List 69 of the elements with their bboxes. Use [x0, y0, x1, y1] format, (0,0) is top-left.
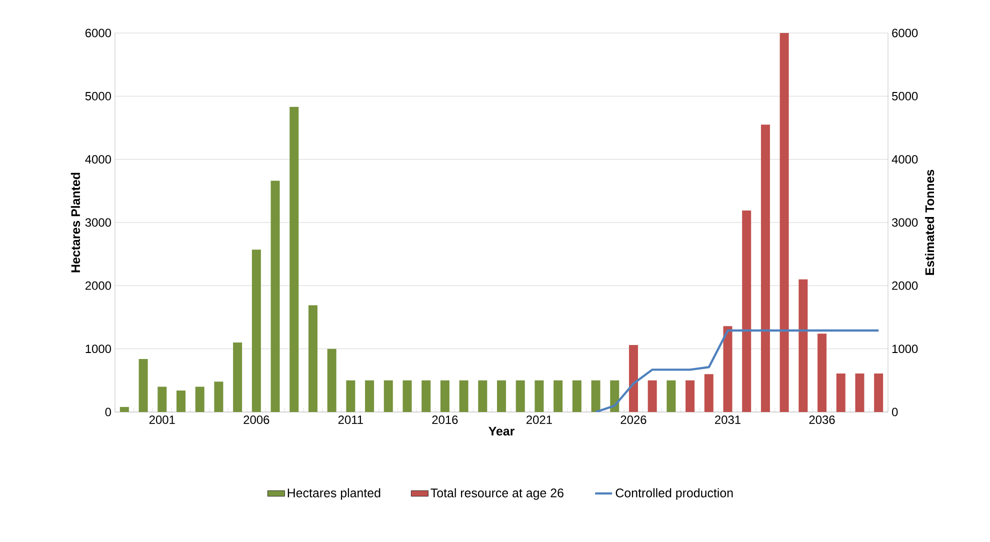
- bar: [572, 380, 582, 412]
- bar: [780, 32, 789, 412]
- y-tick-label: 5000: [85, 92, 112, 100]
- bar: [704, 374, 714, 412]
- bar: [195, 386, 204, 412]
- bar: [478, 380, 488, 412]
- bar: [591, 380, 600, 412]
- x-tick-label: 2011: [338, 416, 363, 424]
- bar: [798, 279, 808, 412]
- bar: [402, 380, 412, 412]
- x-tick-label: 2016: [432, 416, 458, 424]
- x-tick-label: 2001: [149, 416, 175, 424]
- bar: [158, 386, 167, 412]
- y-axis-title: Hectares Planted: [70, 172, 80, 272]
- y-tick-label: 3000: [85, 218, 112, 227]
- bar: [270, 180, 280, 412]
- bar: [440, 380, 450, 412]
- bar: [855, 373, 864, 412]
- bar: [628, 345, 638, 412]
- x-tick-label: 2036: [809, 416, 835, 424]
- legend-label: Controlled production: [616, 488, 733, 500]
- y2-tick-label: 3000: [892, 218, 918, 227]
- bar: [120, 406, 129, 412]
- bar: [233, 342, 242, 412]
- x-tick-label: 2031: [715, 416, 740, 424]
- bar: [818, 334, 827, 412]
- x-tick-label: 2026: [620, 416, 646, 424]
- x-axis-title: Year: [488, 426, 514, 436]
- bar: [686, 380, 695, 412]
- y2-tick-label: 2000: [892, 281, 918, 290]
- legend-label: Total resource at age 26: [430, 488, 564, 500]
- bar: [346, 380, 356, 412]
- bar: [214, 382, 224, 412]
- y-tick-label: 6000: [85, 28, 112, 38]
- y2-tick-label: 1000: [892, 344, 918, 354]
- x-tick-label: 2006: [244, 416, 270, 424]
- y2-tick-label: 5000: [892, 92, 918, 100]
- y-tick-label: 4000: [85, 155, 112, 164]
- y2-axis-title: Estimated Tonnes: [924, 170, 934, 275]
- bar: [176, 390, 186, 412]
- legend-label: Hectares planted: [288, 488, 380, 500]
- bar: [252, 250, 261, 412]
- bar: [365, 380, 374, 412]
- y-tick-label: 1000: [86, 344, 112, 354]
- bar: [459, 380, 468, 412]
- bar: [384, 380, 393, 412]
- bar: [497, 380, 506, 412]
- bar: [308, 305, 318, 412]
- bar: [874, 373, 884, 412]
- bar: [327, 348, 336, 412]
- bar: [723, 326, 732, 412]
- bar: [422, 380, 431, 412]
- bar: [516, 380, 525, 412]
- bar: [138, 358, 148, 412]
- y2-tick-label: 0: [892, 408, 898, 416]
- bar: [742, 210, 752, 412]
- y-tick-label: 2000: [85, 281, 112, 290]
- bar: [666, 380, 676, 412]
- x-tick-label: 2021: [526, 416, 552, 424]
- bar: [836, 373, 846, 412]
- bar: [760, 124, 770, 412]
- bar: [610, 380, 620, 412]
- bar: [290, 106, 299, 412]
- bar: [648, 380, 657, 412]
- bar: [534, 380, 544, 412]
- y-tick-label: 0: [105, 408, 112, 416]
- bar: [554, 380, 563, 412]
- y2-tick-label: 6000: [892, 28, 918, 38]
- y2-tick-label: 4000: [892, 155, 918, 164]
